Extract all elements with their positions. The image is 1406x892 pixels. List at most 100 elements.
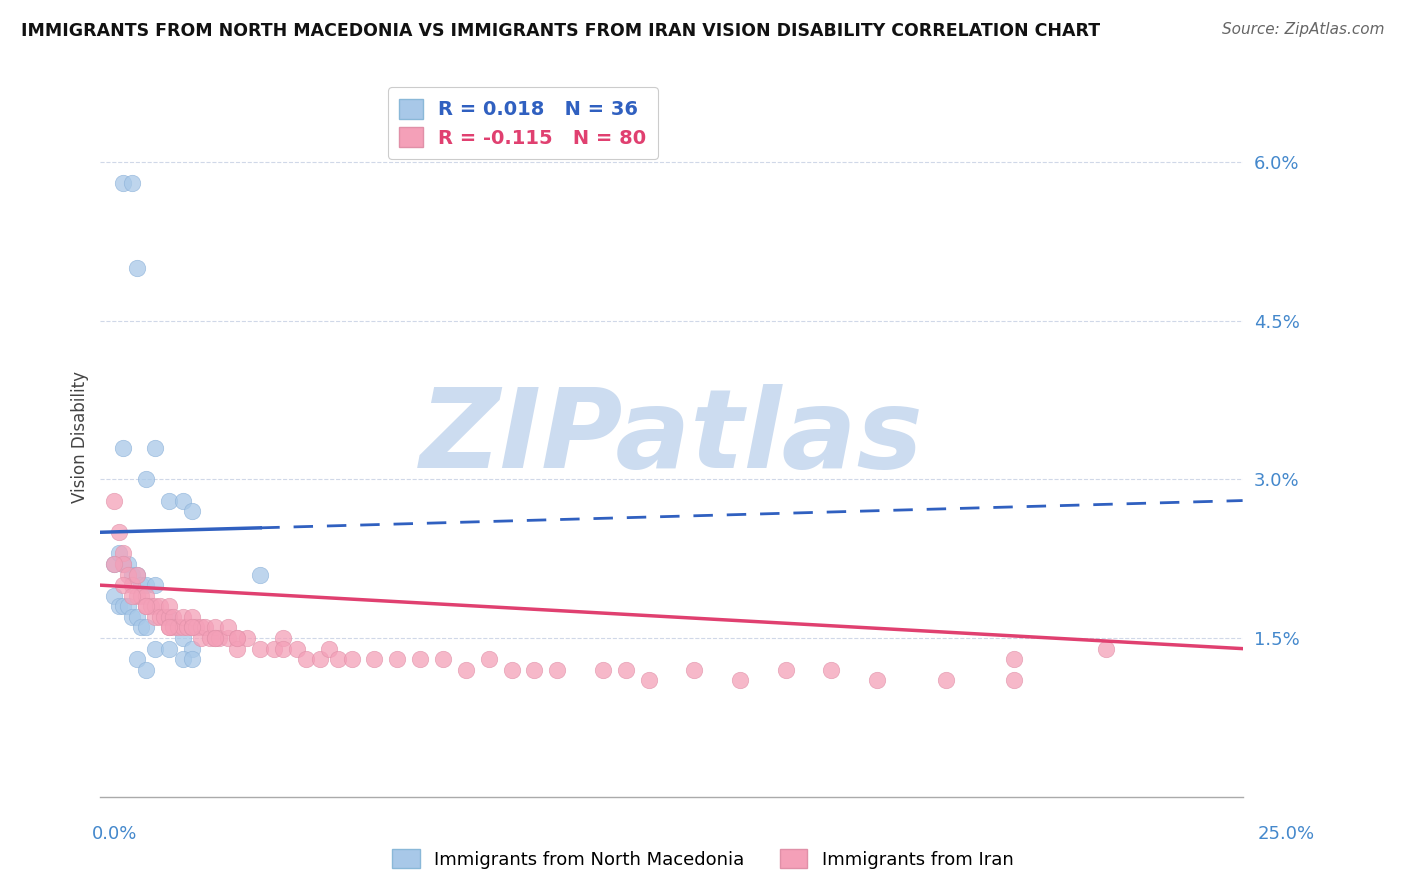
Point xyxy=(180,652,202,666)
Point xyxy=(107,599,129,614)
Point xyxy=(683,663,706,677)
Point xyxy=(103,557,125,571)
Point xyxy=(204,631,226,645)
Point xyxy=(135,599,157,614)
Point xyxy=(217,620,239,634)
Point xyxy=(172,652,194,666)
Point xyxy=(112,578,135,592)
Point xyxy=(186,620,208,634)
Point xyxy=(107,546,129,560)
Point xyxy=(340,652,363,666)
Point xyxy=(135,620,157,634)
Point xyxy=(1002,673,1025,688)
Point xyxy=(235,631,257,645)
Point xyxy=(149,610,172,624)
Point xyxy=(121,589,143,603)
Point xyxy=(103,557,125,571)
Text: IMMIGRANTS FROM NORTH MACEDONIA VS IMMIGRANTS FROM IRAN VISION DISABILITY CORREL: IMMIGRANTS FROM NORTH MACEDONIA VS IMMIG… xyxy=(21,22,1101,40)
Point xyxy=(125,589,148,603)
Point xyxy=(135,589,157,603)
Point xyxy=(112,557,135,571)
Point xyxy=(162,620,184,634)
Point xyxy=(432,652,454,666)
Point xyxy=(318,641,340,656)
Point xyxy=(125,652,148,666)
Point xyxy=(194,620,217,634)
Point xyxy=(103,493,125,508)
Point xyxy=(112,441,135,455)
Point xyxy=(112,176,135,190)
Point xyxy=(125,610,148,624)
Point xyxy=(478,652,501,666)
Point xyxy=(204,631,226,645)
Point xyxy=(226,641,249,656)
Point xyxy=(866,673,889,688)
Point xyxy=(271,641,294,656)
Legend: Immigrants from North Macedonia, Immigrants from Iran: Immigrants from North Macedonia, Immigra… xyxy=(385,842,1021,876)
Point xyxy=(1094,641,1116,656)
Point xyxy=(157,493,180,508)
Text: ZIPatlas: ZIPatlas xyxy=(419,384,924,491)
Point xyxy=(157,610,180,624)
Point xyxy=(107,525,129,540)
Point xyxy=(387,652,409,666)
Point xyxy=(135,599,157,614)
Point xyxy=(121,610,143,624)
Point xyxy=(121,578,143,592)
Point xyxy=(180,641,202,656)
Point xyxy=(176,620,198,634)
Point xyxy=(190,631,212,645)
Point xyxy=(167,620,190,634)
Point xyxy=(454,663,477,677)
Text: 25.0%: 25.0% xyxy=(1257,825,1315,843)
Point xyxy=(172,631,194,645)
Point xyxy=(139,599,162,614)
Point xyxy=(523,663,546,677)
Point xyxy=(121,176,143,190)
Point xyxy=(180,610,202,624)
Point xyxy=(157,641,180,656)
Point xyxy=(728,673,751,688)
Point xyxy=(135,578,157,592)
Point xyxy=(121,567,143,582)
Point xyxy=(285,641,308,656)
Point xyxy=(208,631,231,645)
Point xyxy=(117,557,139,571)
Point xyxy=(592,663,614,677)
Point xyxy=(180,504,202,518)
Point xyxy=(180,620,202,634)
Text: Source: ZipAtlas.com: Source: ZipAtlas.com xyxy=(1222,22,1385,37)
Point xyxy=(143,599,166,614)
Point xyxy=(157,610,180,624)
Point xyxy=(149,599,172,614)
Point xyxy=(409,652,432,666)
Point xyxy=(112,557,135,571)
Point xyxy=(198,631,221,645)
Point xyxy=(295,652,318,666)
Point xyxy=(157,599,180,614)
Y-axis label: Vision Disability: Vision Disability xyxy=(72,371,89,503)
Point xyxy=(501,663,523,677)
Point xyxy=(153,610,176,624)
Point xyxy=(131,589,153,603)
Point xyxy=(308,652,330,666)
Point xyxy=(775,663,797,677)
Point xyxy=(263,641,285,656)
Text: 0.0%: 0.0% xyxy=(91,825,136,843)
Point xyxy=(125,567,148,582)
Point xyxy=(125,260,148,275)
Point xyxy=(249,567,271,582)
Point xyxy=(143,641,166,656)
Point xyxy=(117,567,139,582)
Point xyxy=(157,620,180,634)
Point xyxy=(172,493,194,508)
Point xyxy=(103,589,125,603)
Point xyxy=(226,631,249,645)
Point xyxy=(637,673,659,688)
Point xyxy=(546,663,568,677)
Point xyxy=(143,441,166,455)
Point xyxy=(226,631,249,645)
Point xyxy=(204,620,226,634)
Point xyxy=(112,546,135,560)
Point xyxy=(157,620,180,634)
